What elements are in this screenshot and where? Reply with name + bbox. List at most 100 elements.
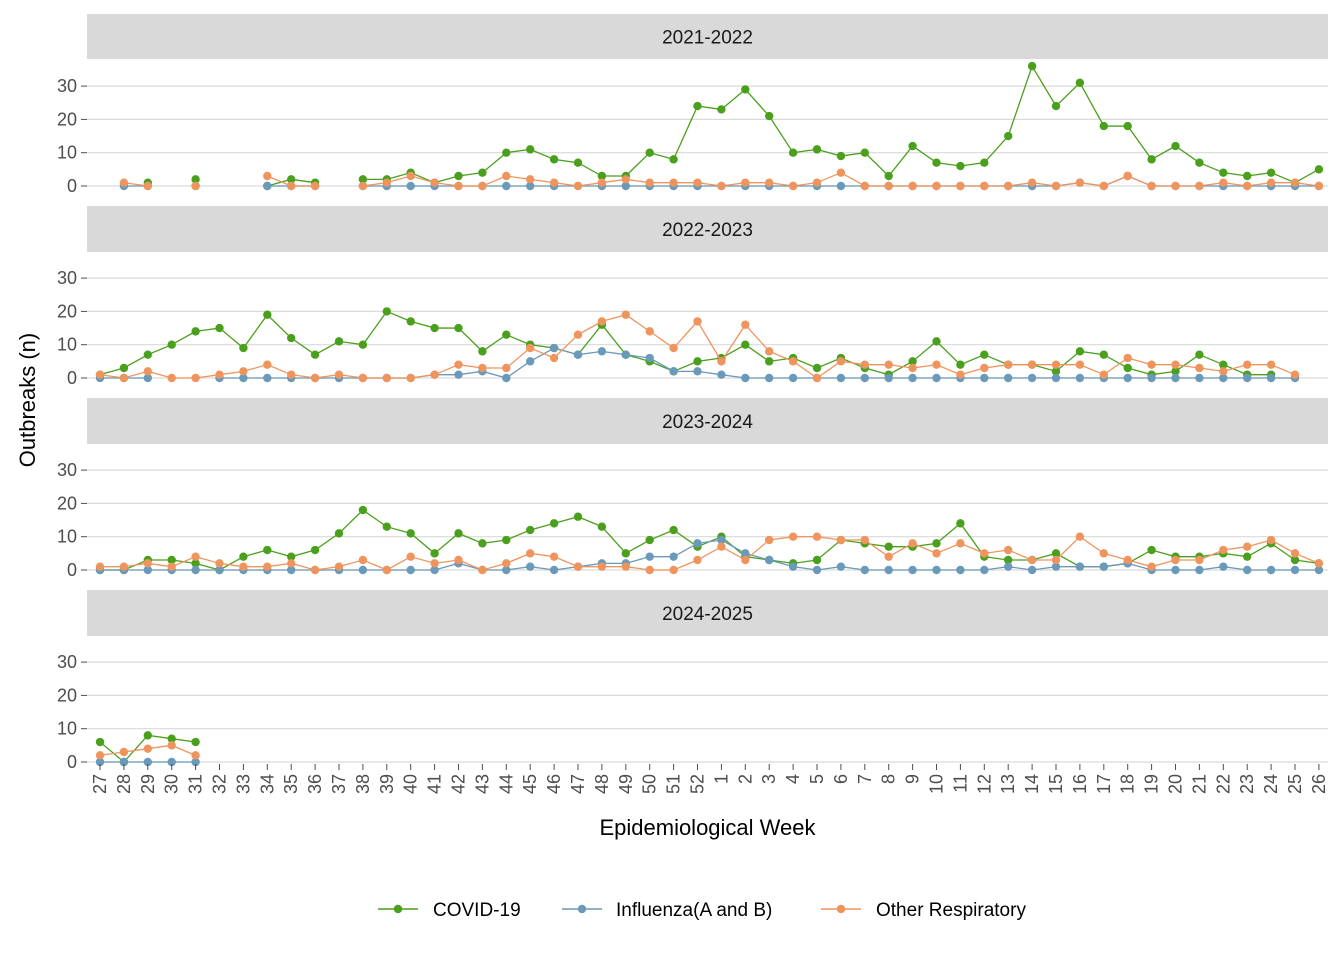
data-point	[1243, 373, 1252, 383]
data-point	[191, 552, 200, 561]
data-point	[741, 373, 750, 383]
data-point	[1171, 367, 1180, 376]
data-point	[693, 367, 702, 376]
data-point	[884, 171, 893, 181]
data-point	[382, 565, 391, 575]
data-point	[406, 529, 415, 538]
x-tick-label: 4	[783, 774, 803, 784]
data-point	[932, 373, 941, 383]
data-point	[1195, 350, 1204, 359]
data-point	[860, 373, 869, 383]
data-point	[908, 363, 917, 373]
data-point	[980, 181, 989, 191]
data-point	[167, 757, 176, 767]
data-point	[860, 148, 869, 157]
data-point	[358, 181, 368, 191]
data-point	[884, 181, 893, 191]
data-point	[645, 178, 654, 187]
data-point	[908, 357, 917, 366]
data-point	[406, 171, 415, 181]
data-point	[119, 373, 129, 383]
y-tick-label: 0	[67, 176, 77, 196]
data-point	[454, 370, 463, 379]
y-tick-label: 10	[57, 527, 77, 547]
x-tick-label: 47	[568, 774, 588, 794]
x-tick-label: 44	[496, 774, 516, 794]
data-point	[454, 360, 463, 369]
data-point	[454, 181, 463, 191]
data-point	[549, 565, 559, 575]
data-point	[717, 357, 726, 366]
legend-label: COVID-19	[433, 900, 521, 921]
data-point	[812, 532, 822, 541]
data-point	[1243, 542, 1252, 551]
data-point	[263, 360, 272, 369]
data-point	[119, 178, 129, 187]
data-point	[741, 85, 750, 94]
legend-marker	[577, 904, 587, 914]
series-COVID-19	[95, 307, 1276, 379]
data-point	[932, 158, 941, 167]
data-point	[310, 350, 320, 359]
data-point	[693, 357, 702, 366]
x-tick-label: 1	[711, 774, 731, 784]
data-point	[669, 155, 678, 164]
data-point	[645, 565, 654, 575]
data-point	[884, 565, 893, 575]
data-point	[908, 181, 917, 191]
data-point	[693, 317, 702, 326]
data-point	[788, 148, 798, 157]
data-point	[1147, 181, 1156, 191]
data-point	[765, 373, 774, 383]
data-point	[191, 373, 200, 383]
data-point	[358, 175, 368, 184]
data-point	[980, 549, 989, 558]
data-point	[1099, 549, 1109, 558]
data-point	[788, 181, 798, 191]
data-point	[956, 181, 965, 191]
data-point	[430, 370, 439, 379]
x-tick-label: 35	[281, 774, 301, 794]
data-point	[1075, 360, 1085, 369]
data-point	[1171, 141, 1180, 151]
x-tick-label: 30	[162, 774, 182, 794]
data-point	[693, 555, 702, 565]
x-tick-label: 29	[138, 774, 158, 794]
data-point	[430, 559, 439, 568]
data-point	[239, 343, 248, 353]
data-point	[741, 340, 750, 349]
data-point	[1027, 360, 1037, 369]
series-Influenza(A and B)	[95, 757, 200, 767]
y-axis-title: Outbreaks (n)	[15, 333, 40, 468]
data-point	[860, 535, 869, 545]
data-point	[1219, 168, 1228, 177]
data-point	[669, 367, 678, 376]
data-point	[263, 373, 272, 383]
x-tick-label: 12	[974, 774, 994, 794]
x-tick-label: 32	[210, 774, 230, 794]
data-point	[143, 181, 152, 191]
data-point	[334, 562, 344, 571]
data-point	[263, 310, 272, 319]
data-point	[167, 741, 176, 750]
x-tick-label: 39	[377, 774, 397, 794]
data-point	[1051, 549, 1061, 558]
data-point	[549, 353, 559, 363]
y-tick-label: 30	[57, 76, 77, 96]
data-point	[741, 555, 750, 565]
data-point	[263, 181, 272, 191]
data-point	[502, 171, 511, 181]
data-point	[358, 340, 368, 349]
data-point	[310, 545, 320, 555]
data-point	[836, 357, 846, 366]
data-point	[287, 175, 296, 184]
data-point	[1123, 373, 1132, 383]
data-point	[1004, 373, 1013, 383]
data-point	[765, 357, 774, 366]
data-point	[143, 373, 152, 383]
x-tick-label: 33	[233, 774, 253, 794]
data-point	[621, 175, 630, 184]
x-tick-label: 26	[1309, 774, 1329, 794]
data-point	[765, 535, 774, 545]
data-point	[621, 549, 630, 558]
